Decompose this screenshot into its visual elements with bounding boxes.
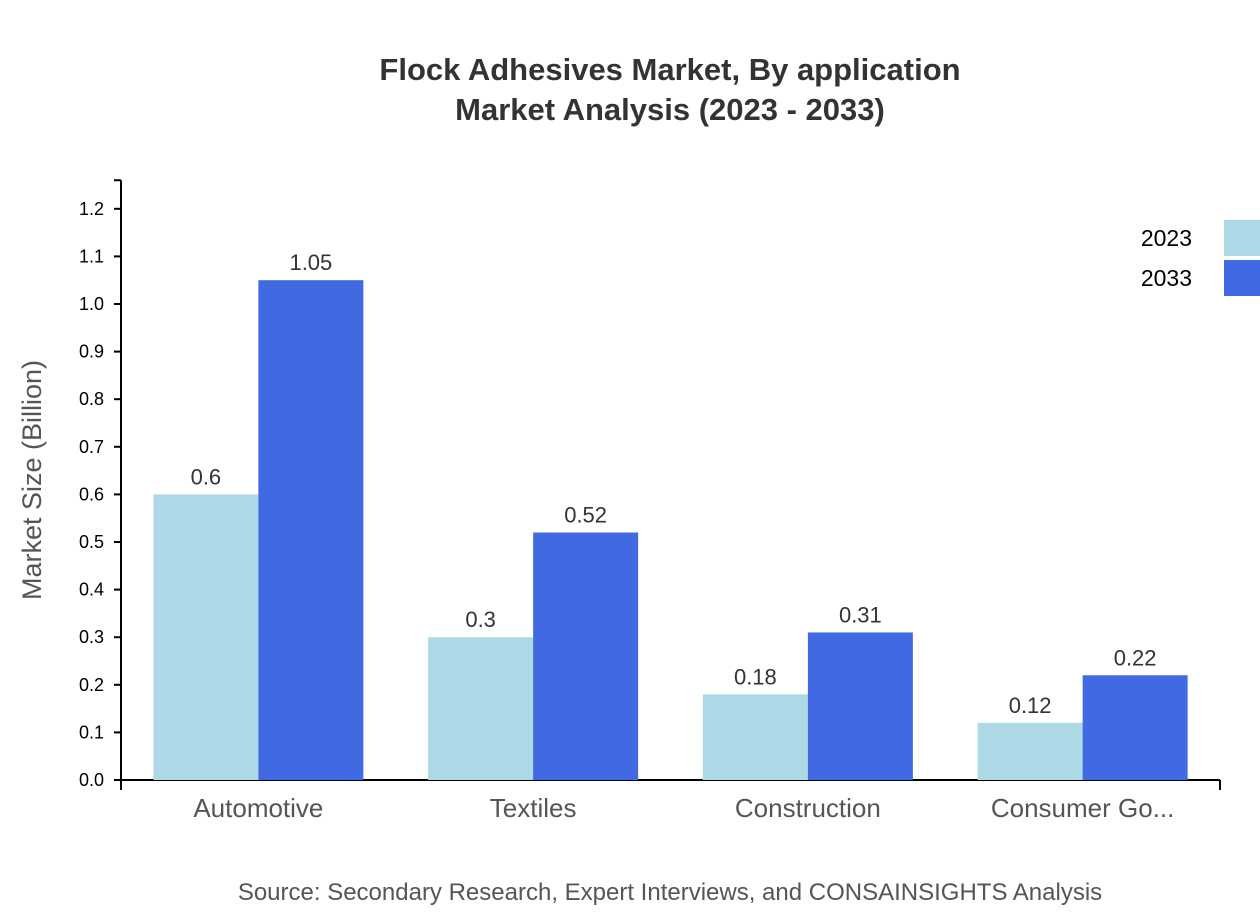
y-tick-label: 0.8: [79, 389, 104, 409]
y-tick-label: 1.0: [79, 294, 104, 314]
x-tick-label: Consumer Go...: [991, 793, 1175, 823]
legend-label: 2033: [1141, 265, 1192, 291]
chart-subtitle: Market Analysis (2023 - 2033): [455, 92, 885, 127]
legend: 2023 2033: [1141, 220, 1260, 296]
y-axis: 0.0 0.1 0.2 0.3 0.4 0.5 0.6 0.7 0.8 0.9 1.0 1.1 1.2: [79, 179, 122, 790]
bar-2023-0: [153, 494, 259, 780]
bar-2033-3: [1082, 675, 1188, 780]
y-tick-label: 0.6: [79, 484, 104, 504]
y-tick-label: 0.0: [79, 770, 104, 790]
y-tick-label: 0.2: [79, 675, 104, 695]
data-label: 1.05: [289, 250, 332, 275]
y-tick-label: 0.7: [79, 437, 104, 457]
x-tick-label: Automotive: [193, 793, 323, 823]
bar-2033-0: [258, 280, 364, 780]
bar-2033-1: [533, 532, 639, 780]
data-label: 0.3: [465, 607, 496, 632]
chart-title: Flock Adhesives Market, By application: [379, 52, 960, 87]
bar-2023-1: [428, 637, 534, 780]
legend-label: 2023: [1141, 225, 1192, 251]
y-tick-label: 1.2: [79, 199, 104, 219]
data-label: 0.31: [839, 602, 882, 627]
data-label: 0.52: [564, 502, 607, 527]
bars: 0.6 1.05 0.3 0.52 0.18 0.31 0.12 0.22: [153, 250, 1188, 780]
data-label: 0.12: [1009, 693, 1052, 718]
legend-swatch-2033: [1224, 260, 1260, 296]
y-tick-label: 0.5: [79, 532, 104, 552]
y-tick-label: 0.1: [79, 722, 104, 742]
data-label: 0.22: [1114, 645, 1157, 670]
x-tick-label: Textiles: [490, 793, 577, 823]
y-tick-label: 1.1: [79, 246, 104, 266]
data-label: 0.6: [191, 464, 222, 489]
x-tick-label: Construction: [735, 793, 881, 823]
bar-2023-2: [702, 694, 808, 780]
legend-swatch-2023: [1224, 220, 1260, 256]
data-label: 0.18: [734, 664, 777, 689]
y-axis-label: Market Size (Billion): [17, 360, 47, 600]
y-tick-label: 0.9: [79, 342, 104, 362]
y-tick-label: 0.4: [79, 580, 104, 600]
bar-2023-3: [977, 722, 1083, 780]
x-axis: Automotive Textiles Construction Consumer G…: [120, 779, 1221, 823]
y-tick-label: 0.3: [79, 627, 104, 647]
bar-2033-2: [807, 632, 913, 780]
source-note: Source: Secondary Research, Expert Inter…: [238, 879, 1102, 906]
